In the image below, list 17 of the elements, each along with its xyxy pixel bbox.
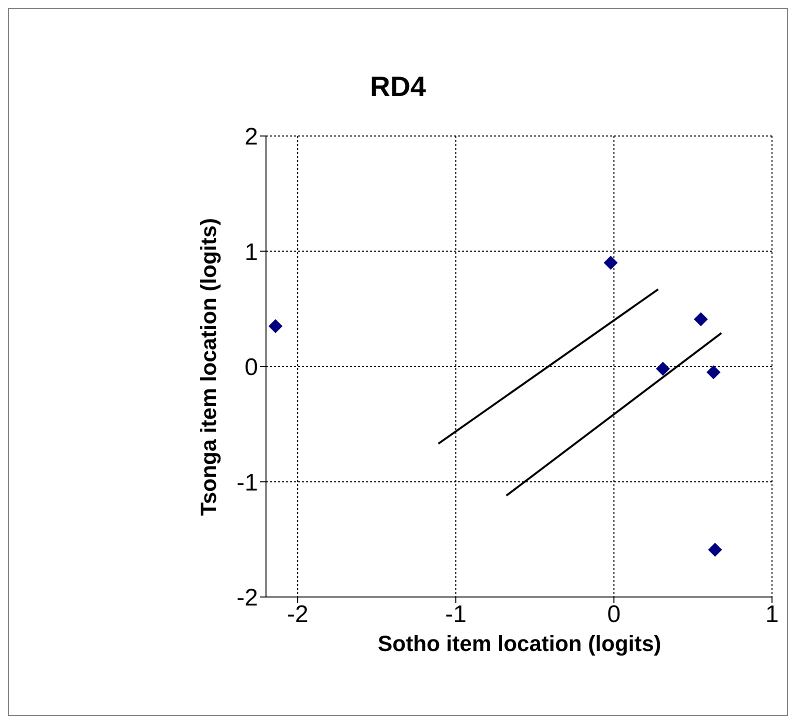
x-tick-label: 0 bbox=[607, 601, 621, 628]
x-tick-label: 1 bbox=[765, 601, 779, 628]
point bbox=[604, 256, 618, 270]
point bbox=[268, 319, 282, 334]
y-tick-label: -1 bbox=[236, 469, 258, 496]
y-tick-label: 1 bbox=[244, 238, 258, 266]
point bbox=[694, 312, 708, 326]
y-tick-label: 2 bbox=[244, 124, 258, 151]
chart-title: RD4 bbox=[368, 71, 427, 103]
x-tick-label: -2 bbox=[286, 601, 308, 628]
point bbox=[708, 542, 722, 557]
x-tick-label: -1 bbox=[445, 601, 466, 628]
point bbox=[656, 362, 670, 376]
y-tick-label: 0 bbox=[244, 354, 258, 382]
y-axis-title: Tsonga item location (logits) bbox=[196, 218, 222, 516]
x-axis-title: Sotho item location (logits) bbox=[376, 631, 662, 657]
point bbox=[706, 365, 720, 380]
